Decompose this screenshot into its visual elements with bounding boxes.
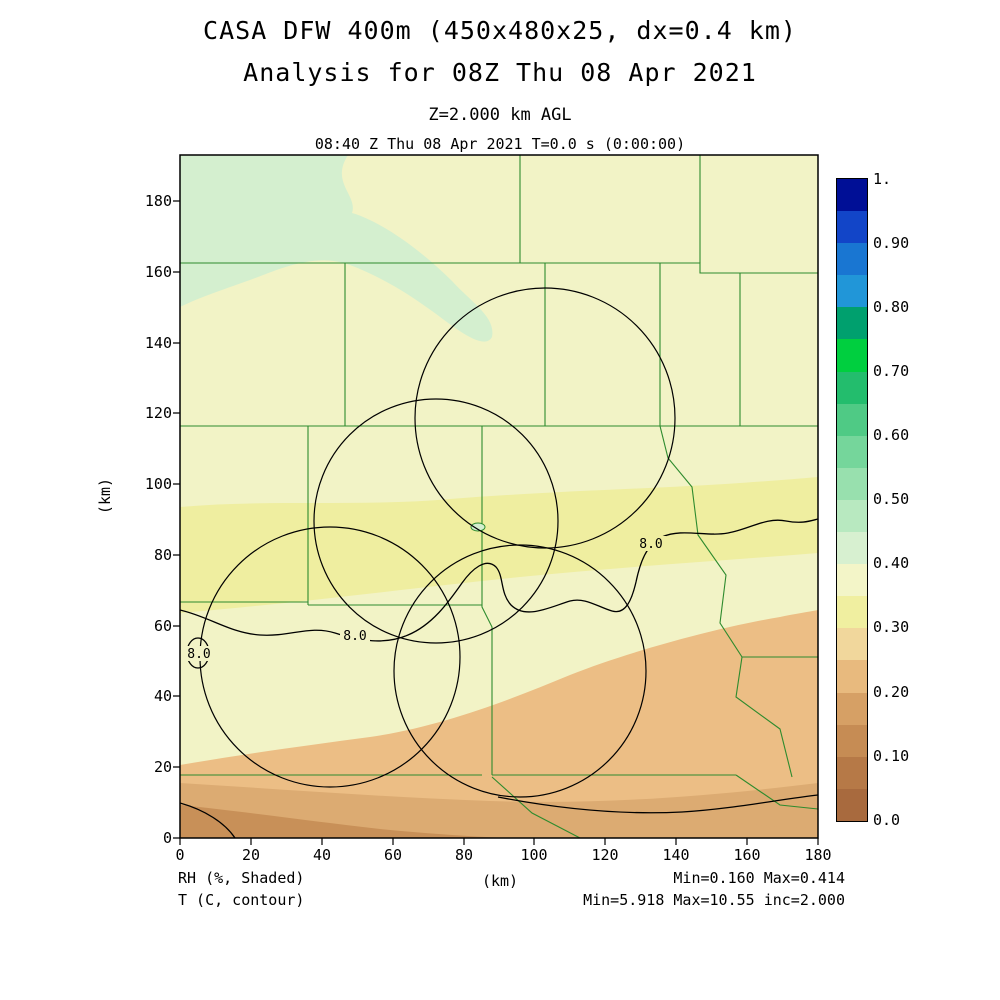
rh-shade-brown-strip — [180, 805, 510, 838]
footer-contour-stats: Min=5.918 Max=10.55 inc=2.000 — [583, 891, 845, 909]
x-tick-label: 160 — [733, 846, 761, 864]
county-line — [481, 426, 493, 775]
footer-shaded-stats: Min=0.160 Max=0.414 — [673, 869, 845, 887]
colorbar-segment — [837, 724, 867, 757]
x-tick-label: 0 — [175, 846, 185, 864]
colorbar-tick-label: 0.70 — [873, 362, 910, 380]
colorbar-segment — [837, 307, 867, 340]
colorbar-segment — [837, 211, 867, 244]
colorbar-tick-label: 1. — [873, 170, 892, 188]
colorbar-tick-label: 0.0 — [873, 811, 901, 829]
colorbar-segment — [837, 692, 867, 725]
x-tick-label: 80 — [454, 846, 474, 864]
level-label: Z=2.000 km AGL — [428, 105, 572, 125]
colorbar-segment — [837, 628, 867, 661]
x-tick-label: 180 — [804, 846, 832, 864]
y-tick-label: 20 — [153, 758, 172, 776]
contour-label-mask — [636, 536, 666, 551]
y-tick-label: 120 — [144, 404, 172, 422]
x-tick-label: 140 — [662, 846, 690, 864]
colorbar-tick-label: 0.90 — [873, 234, 910, 252]
colorbar-segment — [837, 339, 867, 372]
colorbar-tick-label: 0.60 — [873, 426, 910, 444]
rh-shade-yellow-band — [180, 477, 818, 613]
y-tick-label: 80 — [153, 546, 172, 564]
contour-label: 8.0 — [343, 629, 366, 644]
x-axis-label: (km) — [481, 872, 519, 890]
radar-ring — [393, 544, 647, 798]
colorbar-segment — [837, 499, 867, 533]
contour-sw-line — [180, 802, 236, 838]
colorbar-segment — [837, 179, 867, 212]
colorbar-tick-label: 0.30 — [873, 618, 910, 636]
colorbar-tick-label: 0.50 — [873, 490, 910, 508]
colorbar-segment — [837, 564, 867, 597]
x-tick-label: 100 — [520, 846, 548, 864]
lake-speck — [470, 522, 486, 532]
colorbar-tick-label: 0.40 — [873, 554, 910, 572]
colorbar-tick-label: 0.80 — [873, 298, 910, 316]
colorbar-tick-label: 0.20 — [873, 683, 910, 701]
colorbar-segment — [837, 532, 867, 565]
rh-shade-brown-strip-se — [700, 817, 818, 838]
contour-8-line — [180, 518, 818, 642]
colorbar-segment — [837, 660, 867, 693]
y-tick-marks — [173, 200, 180, 839]
colorbar-segment — [837, 788, 867, 821]
x-tick-label: 40 — [312, 846, 332, 864]
colorbar-segment — [837, 596, 867, 629]
colorbar-segment — [837, 467, 867, 500]
county-line — [491, 776, 581, 838]
y-tick-label: 180 — [144, 192, 172, 210]
y-axis-label: (km) — [96, 477, 114, 515]
contour-label: 8.0 — [187, 647, 210, 662]
contour-label: 8.0 — [639, 537, 662, 552]
y-tick-label: 60 — [153, 617, 172, 635]
y-tick-label: 0 — [162, 829, 172, 847]
county-line — [659, 425, 793, 778]
radar-ring — [313, 398, 559, 644]
county-boundaries — [180, 155, 818, 838]
x-tick-label: 20 — [241, 846, 261, 864]
y-tick-label: 140 — [144, 334, 172, 352]
x-tick-marks — [179, 838, 819, 845]
contour-south-line — [497, 794, 818, 814]
axis-tick-marks — [173, 200, 819, 845]
x-tick-label: 120 — [591, 846, 619, 864]
contour-label-mask — [340, 628, 370, 643]
page-title: CASA DFW 400m (450x480x25, dx=0.4 km) — [203, 16, 797, 45]
plot-clip-group: 8.0 8.0 8.0 — [180, 155, 818, 838]
colorbar-segment — [837, 435, 867, 468]
time-label: 08:40 Z Thu 08 Apr 2021 T=0.0 s (0:00:00… — [314, 135, 686, 153]
footer-shaded-field-label: RH (%, Shaded) — [178, 869, 305, 887]
contour-labels: 8.0 8.0 8.0 — [184, 536, 666, 662]
colorbar — [836, 178, 868, 822]
county-line — [180, 262, 818, 274]
y-tick-label: 160 — [144, 263, 172, 281]
contour-label-mask — [184, 646, 214, 661]
page-subtitle: Analysis for 08Z Thu 08 Apr 2021 — [243, 58, 757, 87]
x-tick-label: 60 — [383, 846, 403, 864]
plot-content: 8.0 8.0 8.0 — [180, 155, 818, 838]
y-tick-label: 100 — [144, 475, 172, 493]
rh-shade-mint-blob — [180, 155, 493, 342]
footer-contour-field-label: T (C, contour) — [178, 891, 305, 909]
colorbar-segment — [837, 371, 867, 404]
colorbar-tick-label: 0.10 — [873, 747, 910, 765]
colorbar-segment — [837, 275, 867, 308]
rh-shade-orange-region — [180, 610, 818, 838]
colorbar-segment — [837, 756, 867, 789]
y-tick-label: 40 — [153, 687, 172, 705]
colorbar-segment — [837, 403, 867, 436]
county-line — [735, 774, 818, 810]
colorbar-segment — [837, 243, 867, 276]
plot-border — [179, 154, 819, 839]
